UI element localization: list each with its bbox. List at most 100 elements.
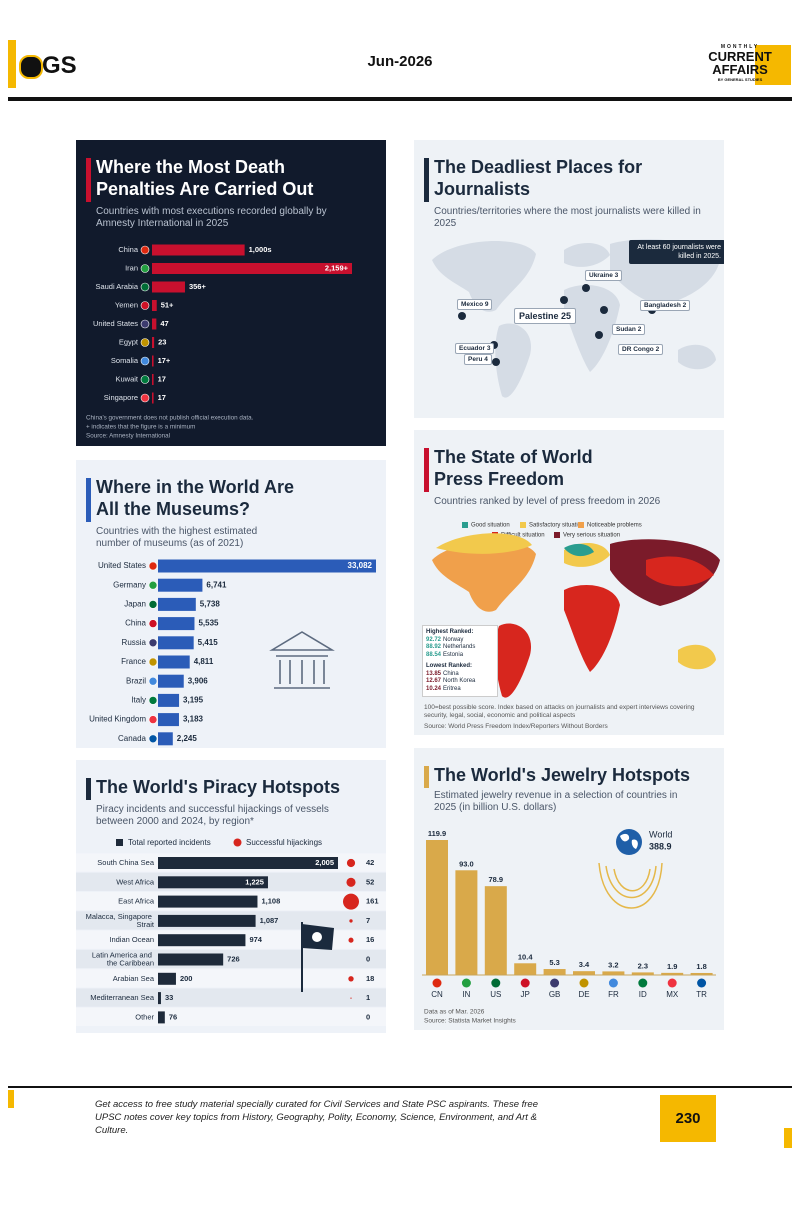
category-label: Latin America and the Caribbean	[92, 950, 154, 967]
region-label: Ecuador 3	[455, 343, 495, 354]
bar	[455, 870, 478, 975]
category-label: United States	[98, 561, 146, 570]
value-label: 5,738	[200, 600, 221, 609]
flag-icon	[579, 978, 589, 988]
value-label: 1,108	[261, 897, 280, 906]
bar	[158, 655, 190, 669]
category-label: Other	[135, 1012, 154, 1021]
title-accent	[424, 766, 429, 788]
bar	[158, 578, 203, 592]
page-number: 230	[660, 1095, 716, 1142]
value-label: 1,225	[245, 877, 264, 886]
value-label: 4,811	[194, 657, 214, 666]
region-label: Palestine 25	[514, 308, 577, 324]
flag-icon	[148, 580, 158, 590]
bubble-label: 52	[366, 877, 374, 886]
title-accent	[86, 478, 91, 522]
bar	[426, 840, 448, 975]
country-marker	[582, 284, 590, 292]
landmass	[564, 243, 610, 267]
bar	[158, 992, 161, 1005]
country-region	[495, 623, 532, 698]
country-marker	[560, 296, 568, 304]
ranking-score: 13.85	[426, 670, 442, 677]
category-label: Indian Ocean	[109, 935, 154, 944]
bar	[158, 559, 376, 573]
category-label: Iran	[125, 263, 138, 272]
flag-icon	[638, 978, 648, 988]
bubble	[348, 937, 354, 943]
value-label: 10.4	[518, 952, 533, 961]
country-marker	[595, 331, 603, 339]
value-label: 5,535	[198, 619, 219, 628]
legend-swatch	[520, 522, 526, 528]
flag-icon	[491, 978, 501, 988]
value-label: 1,087	[260, 916, 279, 925]
bar	[152, 355, 154, 367]
ranking-row: 88.54 Estonia	[426, 652, 494, 660]
legend-swatch	[462, 522, 468, 528]
category-label: East Africa	[118, 897, 155, 906]
category-label: Malacca, Singapore Strait	[86, 912, 155, 929]
flag-icon	[140, 282, 150, 292]
header-accent	[8, 40, 16, 88]
ranking-row: 10.24 Eritrea	[426, 686, 494, 694]
bar	[158, 895, 258, 908]
bubble-label: 42	[366, 858, 374, 867]
flag-icon	[148, 561, 158, 571]
bar	[152, 263, 352, 274]
issue-date: Jun-2026	[367, 53, 433, 70]
source: Source: World Press Freedom Index/Report…	[424, 723, 608, 730]
panel-subtitle: Countries ranked by level of press freed…	[434, 496, 661, 507]
panel-title: Where the Most Death Penalties Are Carri…	[96, 157, 314, 199]
region-value: 9	[484, 301, 489, 308]
value-label: 17+	[158, 356, 171, 365]
region-label: Peru 4	[464, 354, 492, 365]
bar	[158, 713, 179, 727]
flag-icon	[148, 600, 158, 609]
flag-icon	[550, 978, 560, 988]
bubble-label: 18	[366, 974, 374, 983]
ranking-row: 92.72 Norway	[426, 637, 494, 645]
logo-icon	[19, 55, 43, 79]
row-band	[76, 988, 386, 1007]
panel-subtitle: Countries/territories where the most jou…	[434, 206, 701, 229]
skull	[312, 932, 322, 942]
bar	[158, 617, 195, 631]
note: + indicates that the figure is a minimum	[86, 424, 195, 431]
country-region	[432, 541, 536, 612]
legend-label: Satisfactory situation	[529, 523, 584, 529]
title-accent	[424, 158, 429, 202]
value-label: 17	[158, 393, 166, 402]
region-name: DR Congo	[622, 346, 654, 353]
flag-icon	[667, 978, 677, 988]
ranking-row: 12.67 North Korea	[426, 678, 494, 686]
value-label: 1.8	[696, 962, 706, 971]
bar	[484, 886, 507, 975]
bar	[152, 244, 245, 256]
row-band	[76, 969, 386, 988]
bar	[158, 914, 256, 927]
value-label: 51+	[161, 300, 174, 309]
value-label: 119.9	[428, 829, 446, 838]
bar	[152, 300, 157, 311]
bubble	[346, 858, 356, 868]
bar	[543, 969, 566, 975]
region-label: Ukraine 3	[585, 270, 623, 281]
ranking-title: Highest Ranked:	[426, 629, 474, 635]
header-rule	[8, 97, 792, 101]
flag-icon	[140, 319, 150, 329]
flag-icon	[432, 978, 442, 988]
value-label: 78.9	[488, 875, 503, 884]
bubble	[350, 997, 352, 999]
region-name: Bangladesh	[644, 302, 681, 309]
bar	[158, 857, 338, 869]
category-label: Brazil	[126, 676, 146, 685]
necklace-drawing	[605, 865, 657, 899]
region-name: Mexico	[461, 301, 484, 308]
total-value: 388.9	[649, 841, 672, 851]
region-value: 25	[561, 311, 572, 321]
panel-subtitle: Countries with the highest estimated num…	[96, 526, 258, 549]
category-label: Somalia	[111, 356, 139, 365]
note: Source: Amnesty International	[86, 433, 170, 440]
